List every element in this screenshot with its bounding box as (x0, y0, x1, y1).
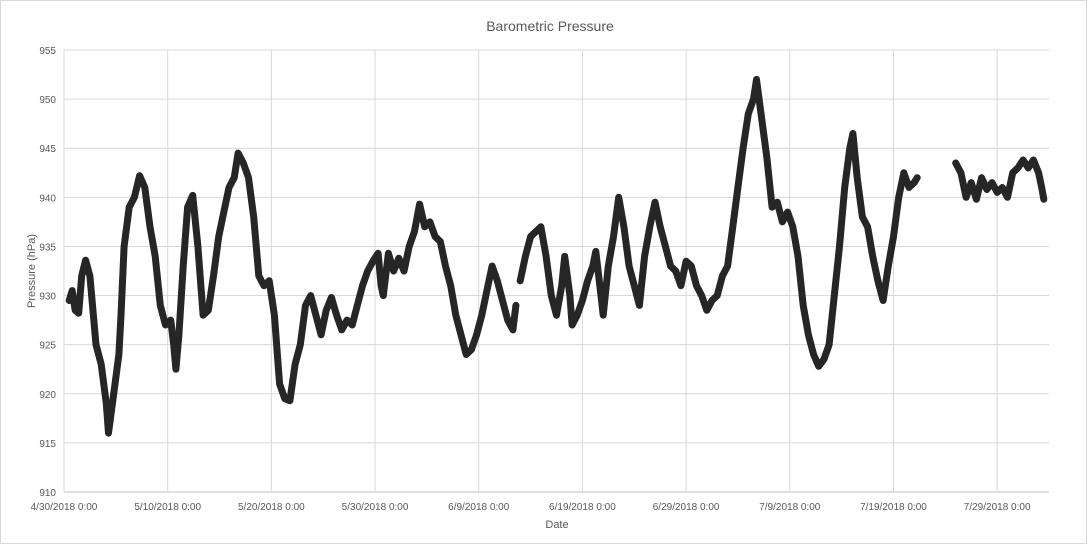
x-tick-label: 7/9/2018 0:00 (759, 502, 821, 513)
y-tick-label: 935 (39, 242, 56, 253)
pressure-line-segment (65, 149, 520, 437)
y-tick-label: 925 (39, 341, 56, 352)
x-tick-label: 5/20/2018 0:00 (238, 502, 305, 513)
chart-title: Barometric Pressure (486, 18, 614, 34)
pressure-line-segment (952, 156, 1048, 203)
y-tick-label: 950 (39, 95, 56, 106)
y-tick-label: 945 (39, 144, 56, 155)
x-axis-ticks: 4/30/2018 0:00 5/10/2018 0:00 5/20/2018 0:… (31, 502, 1031, 513)
x-tick-label: 5/10/2018 0:00 (134, 502, 201, 513)
y-axis-label: Pressure (hPa) (26, 234, 38, 308)
x-tick-label: 7/19/2018 0:00 (860, 502, 927, 513)
pressure-line-segment (516, 76, 921, 370)
y-tick-label: 910 (39, 488, 56, 499)
x-tick-label: 6/9/2018 0:00 (448, 502, 510, 513)
y-tick-label: 955 (39, 46, 56, 57)
y-tick-label: 915 (39, 439, 56, 450)
y-tick-label: 930 (39, 292, 56, 303)
x-tick-label: 6/29/2018 0:00 (653, 502, 720, 513)
y-tick-label: 940 (39, 193, 56, 204)
x-axis-label: Date (545, 519, 568, 531)
pressure-series (65, 76, 1048, 437)
y-axis-ticks: 910 915 920 925 930 935 940 945 950 955 (39, 46, 56, 499)
x-tick-label: 4/30/2018 0:00 (31, 502, 98, 513)
y-tick-label: 920 (39, 390, 56, 401)
x-tick-label: 7/29/2018 0:00 (964, 502, 1031, 513)
x-tick-label: 6/19/2018 0:00 (549, 502, 616, 513)
x-tick-label: 5/30/2018 0:00 (342, 502, 409, 513)
